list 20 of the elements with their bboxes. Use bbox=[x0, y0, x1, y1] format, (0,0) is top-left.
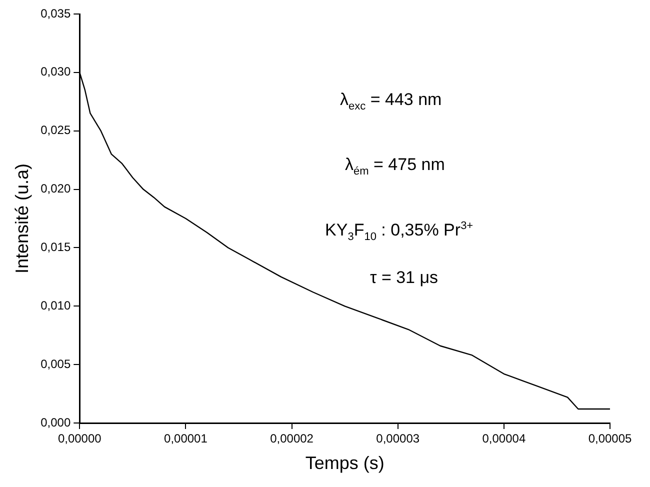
annotation: τ = 31 μs bbox=[370, 268, 438, 288]
x-tick-label: 0,00005 bbox=[588, 432, 632, 446]
y-tick-label: 0,010 bbox=[40, 298, 71, 312]
annotation: KY$_{3}$F$_{10}$ : 0,35% Pr$^{3+}$ bbox=[325, 220, 474, 244]
x-axis-title: Temps (s) bbox=[305, 453, 384, 474]
annotation: λ$_{ém}$ = 475 nm bbox=[345, 155, 445, 178]
x-tick-label: 0,00004 bbox=[482, 432, 526, 446]
y-axis-title: Intensité (u.a) bbox=[12, 163, 32, 274]
y-tick-label: 0,025 bbox=[40, 123, 71, 138]
y-tick-label: 0,030 bbox=[40, 64, 71, 79]
y-tick-label: 0,000 bbox=[40, 415, 71, 430]
annotation: λ$_{exc}$ = 443 nm bbox=[340, 90, 442, 112]
y-tick-label: 0,035 bbox=[40, 6, 71, 20]
x-tick-label: 0,00001 bbox=[164, 432, 208, 446]
x-tick-label: 0,00000 bbox=[58, 432, 102, 446]
y-tick-label: 0,015 bbox=[40, 240, 71, 254]
y-tick-label: 0,005 bbox=[40, 356, 71, 371]
y-tick-label: 0,020 bbox=[40, 182, 71, 196]
x-tick-label: 0,00003 bbox=[376, 432, 420, 446]
x-tick-label: 0,00002 bbox=[270, 432, 314, 446]
